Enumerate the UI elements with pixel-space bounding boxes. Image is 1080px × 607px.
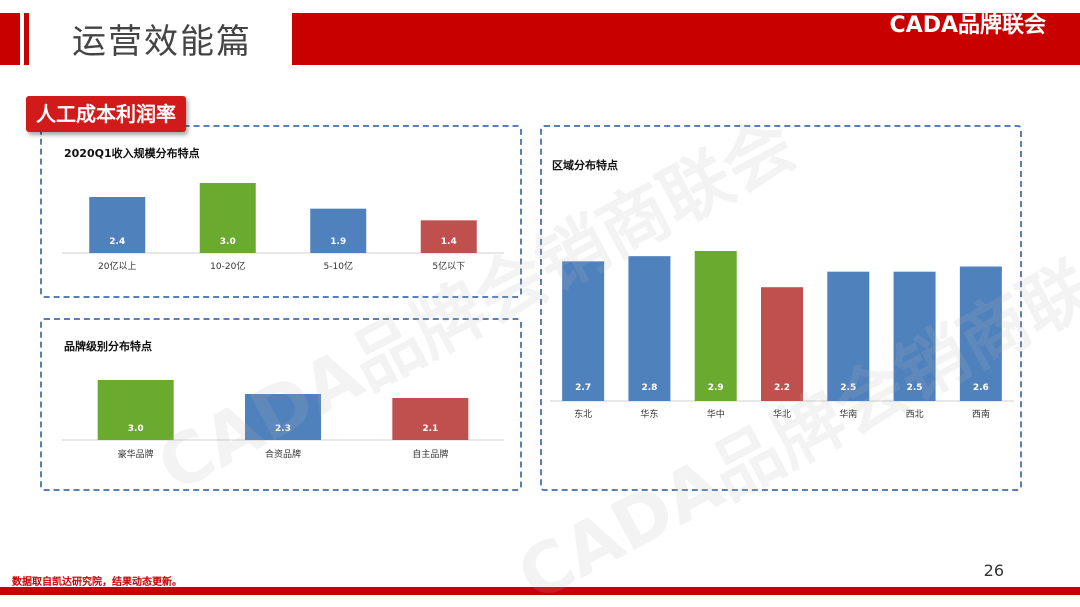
category-label: 5-10亿	[324, 260, 353, 272]
bar-value-label: 2.5	[840, 383, 856, 393]
category-label: 豪华品牌	[118, 448, 154, 460]
bar-value-label: 2.9	[708, 383, 724, 393]
page-title: 运营效能篇	[72, 22, 252, 62]
category-label: 20亿以上	[98, 260, 136, 272]
bar-value-label: 2.7	[575, 383, 591, 393]
bar-value-label: 3.0	[220, 237, 236, 247]
section-tag: 人工成本利润率	[26, 96, 186, 132]
header-band	[292, 13, 1080, 65]
chart-svg: 2.4 20亿以上 3.0 10-20亿 1.9 5-10亿 1.4 5亿以下	[62, 183, 504, 272]
data-source-note: 数据取自凯达研究院，结果动态更新。	[12, 577, 182, 588]
bar-value-label: 2.6	[973, 383, 989, 393]
category-label: 西南	[972, 408, 990, 420]
bar	[628, 256, 671, 401]
bar-value-label: 2.2	[774, 383, 790, 393]
bar	[310, 208, 367, 253]
bar	[761, 287, 803, 401]
chart-title: 品牌级别分布特点	[64, 340, 152, 353]
bar	[893, 271, 936, 401]
bar	[97, 380, 174, 440]
bar	[420, 220, 477, 253]
bar-value-label: 1.9	[330, 237, 346, 247]
bar-value-label: 2.1	[422, 424, 438, 434]
bar	[694, 251, 737, 401]
brand-logo: CADA品牌联会	[889, 13, 1046, 38]
bar-value-label: 2.3	[275, 424, 291, 434]
category-label: 华东	[640, 408, 658, 420]
bar-value-label: 2.5	[907, 383, 923, 393]
bar-value-label: 3.0	[128, 424, 144, 434]
footer-bar	[0, 587, 1080, 595]
category-label: 华中	[707, 408, 725, 420]
category-label: 东北	[574, 408, 592, 420]
category-label: 西北	[906, 409, 924, 420]
category-label: 华北	[773, 408, 791, 420]
bar-value-label: 1.4	[441, 237, 457, 247]
bar-value-label: 2.8	[641, 383, 657, 393]
page-number: 26	[983, 561, 1004, 580]
bar	[89, 197, 146, 253]
category-label: 5亿以下	[432, 260, 465, 272]
bar	[959, 266, 1002, 401]
chart-title: 2020Q1收入规模分布特点	[64, 147, 200, 160]
bar	[245, 394, 321, 440]
category-label: 合资品牌	[265, 448, 301, 460]
category-label: 10-20亿	[210, 260, 245, 272]
chart-svg: 2.7 东北 2.8 华东 2.9 华中 2.2 华北 2.5 华南 2.5 西北 2.6 西南	[550, 251, 1014, 420]
bar	[827, 271, 870, 401]
chart-svg: 3.0 豪华品牌 2.3 合资品牌 2.1 自主品牌	[62, 380, 504, 460]
bar	[199, 183, 256, 253]
header-accent-bar	[0, 13, 20, 65]
category-label: 自主品牌	[412, 448, 448, 460]
revenue-scale-chart-panel: 2020Q1收入规模分布特点 2.4 20亿以上 3.0 10-20亿 1.9 5-10亿…	[40, 125, 522, 298]
chart-title: 区域分布特点	[552, 159, 618, 172]
brand-level-chart-panel: 品牌级别分布特点 3.0 豪华品牌 2.3 合资品牌 2.1 自主品牌	[40, 318, 522, 491]
category-label: 华南	[839, 408, 857, 420]
bar	[392, 398, 469, 440]
bar	[562, 261, 605, 401]
bar-value-label: 2.4	[109, 237, 125, 247]
header-accent-stripe	[24, 13, 29, 65]
region-chart-panel: 区域分布特点 2.7 东北 2.8 华东 2.9 华中 2.2 华北 2.5 华南 2.5 西北 2.6…	[540, 125, 1022, 491]
